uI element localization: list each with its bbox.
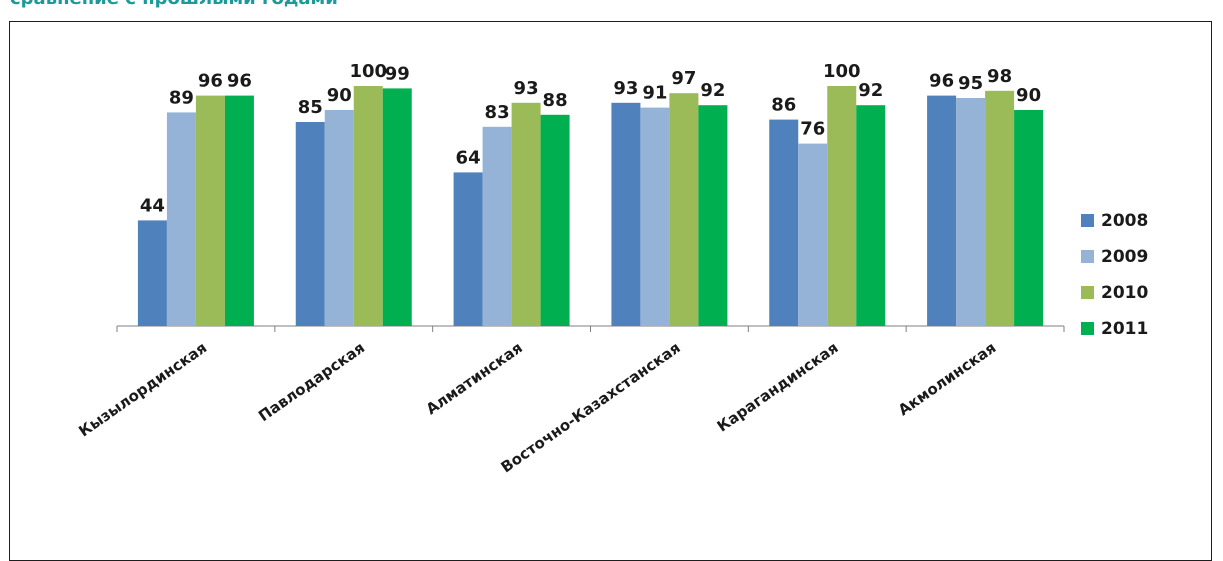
data-label: 93: [613, 78, 638, 99]
data-label: 96: [929, 71, 954, 92]
category-labels-layer: Кызылординская Павлодарская АлматинскаяВос…: [75, 339, 999, 477]
category-label: Павлодарская: [255, 339, 368, 426]
bar-2008: [137, 220, 167, 326]
data-label: 97: [671, 68, 696, 89]
bar-2009: [324, 110, 354, 326]
bar-2010: [195, 95, 225, 326]
data-label: 93: [514, 78, 539, 99]
legend-label-2011: 2011: [1101, 319, 1148, 339]
bar-2009: [166, 112, 196, 327]
legend-label-2009: 2009: [1101, 247, 1148, 267]
legend-swatch-2009: [1081, 250, 1094, 263]
category-label: Акмолинская: [895, 339, 1000, 420]
bar-2009: [640, 107, 670, 326]
data-label: 92: [858, 80, 883, 101]
bar-2010: [511, 102, 541, 326]
bar-2011: [856, 105, 886, 326]
page-title: сравнение с прошлыми годами: [10, 0, 1210, 10]
data-label: 100: [823, 61, 861, 82]
bar-2008: [453, 172, 483, 326]
legend-swatch-2011: [1081, 322, 1094, 335]
bars-layer: [137, 86, 1044, 327]
bar-2010: [669, 93, 699, 326]
legend-swatch-2008: [1081, 214, 1094, 227]
data-label: 83: [485, 102, 510, 123]
data-label: 64: [456, 147, 481, 168]
bar-2008: [927, 95, 957, 326]
bar-2010: [827, 86, 857, 326]
data-label: 90: [1016, 85, 1041, 106]
data-label: 100: [349, 61, 387, 82]
bar-2011: [224, 95, 254, 326]
bar-2011: [540, 114, 570, 326]
data-label: 96: [227, 71, 252, 92]
data-label: 95: [958, 73, 983, 94]
bar-2010: [353, 86, 383, 326]
legend-label-2010: 2010: [1101, 283, 1148, 303]
bar-2011: [1014, 110, 1044, 326]
legend-swatch-2010: [1081, 286, 1094, 299]
data-label: 92: [700, 80, 725, 101]
category-label: Алматинская: [423, 339, 526, 419]
data-label: 76: [800, 119, 825, 140]
data-label: 96: [198, 71, 223, 92]
legend: 2008 2009 2010 2011: [1081, 211, 1148, 339]
data-label: 99: [385, 63, 410, 84]
bar-2011: [698, 105, 728, 326]
axis-layer: [116, 325, 1065, 332]
data-label: 85: [298, 97, 323, 118]
bar-2008: [769, 119, 799, 326]
bar-2008: [611, 102, 641, 326]
category-label: Карагандинская: [714, 339, 842, 436]
data-label: 44: [140, 195, 165, 216]
data-label: 88: [543, 90, 568, 111]
bar-2009: [482, 126, 512, 326]
bar-2009: [956, 98, 986, 326]
category-label: Восточно-Казахстанская: [498, 339, 684, 477]
bar-2011: [382, 88, 412, 327]
legend-label-2008: 2008: [1101, 211, 1148, 231]
data-label: 89: [169, 87, 194, 108]
data-label: 90: [327, 85, 352, 106]
data-label: 91: [642, 83, 667, 104]
category-label: Кызылординская: [75, 339, 210, 441]
bar-2009: [798, 143, 828, 326]
data-label: 98: [987, 66, 1012, 87]
bar-2008: [295, 122, 325, 326]
data-label: 86: [771, 95, 796, 116]
bar-2010: [985, 90, 1015, 326]
